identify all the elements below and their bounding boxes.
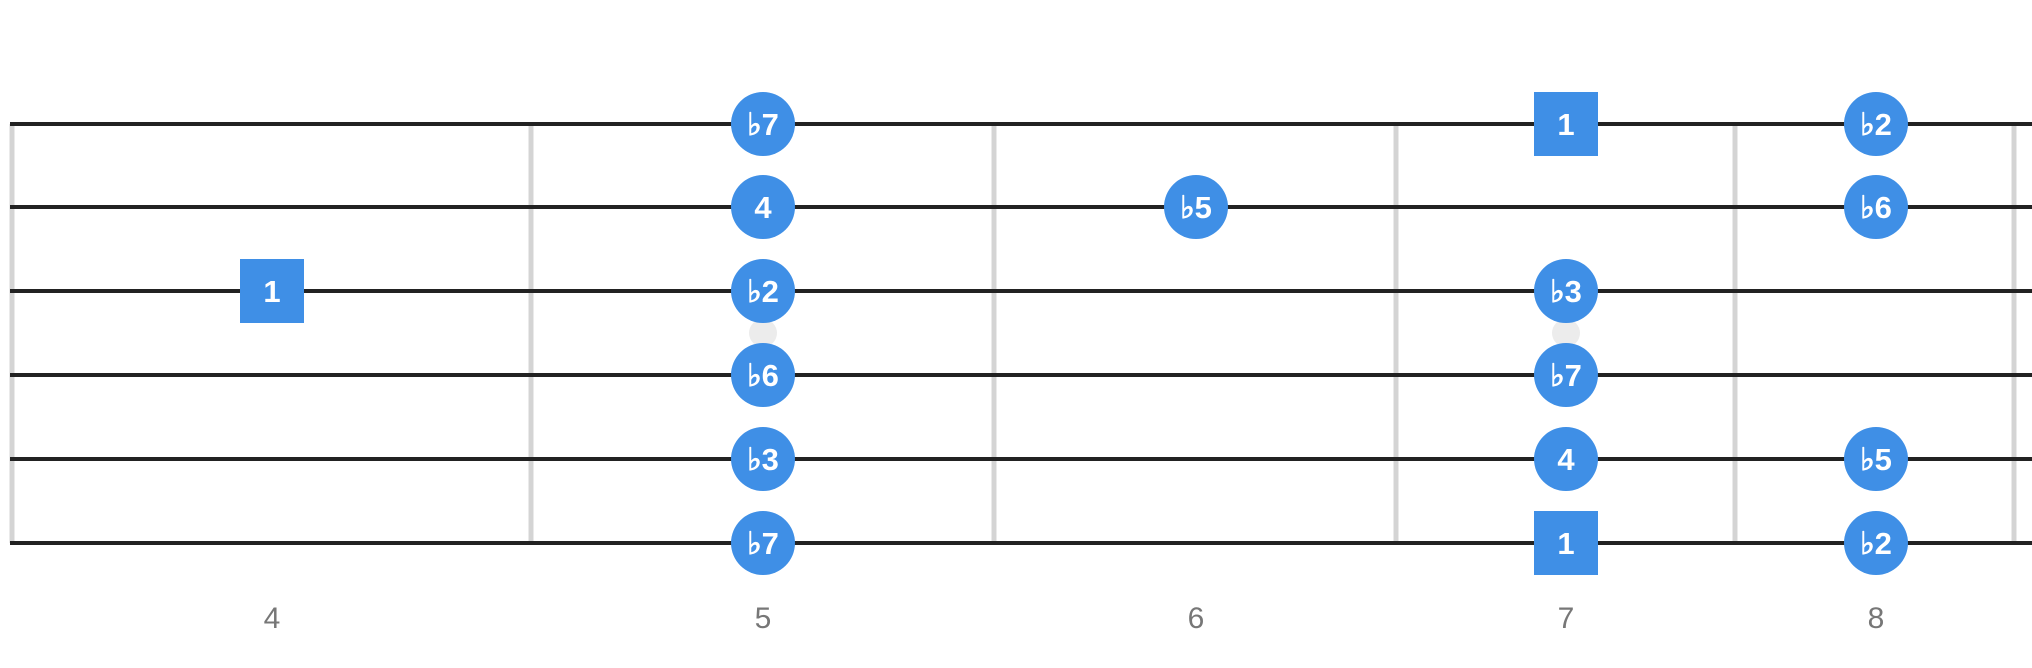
fret-inlay-dot	[1552, 319, 1580, 347]
note-label: 1	[1557, 526, 1574, 561]
note-label: ♭6	[1860, 190, 1892, 225]
string-line	[10, 457, 2032, 461]
note-circle	[1534, 343, 1598, 407]
note-label: ♭2	[1860, 107, 1892, 142]
note-circle	[1164, 175, 1228, 239]
scale-note: ♭6	[1844, 175, 1908, 239]
scale-note: 4	[1534, 427, 1598, 491]
scale-note: 1	[240, 259, 304, 323]
fret-line	[528, 124, 534, 543]
fret-number: 5	[755, 602, 772, 635]
scale-note: ♭3	[1534, 259, 1598, 323]
scale-note: 1	[1534, 511, 1598, 575]
note-circle	[1534, 427, 1598, 491]
note-label: 4	[754, 190, 772, 225]
fret-inlay-dot	[749, 319, 777, 347]
note-circle	[731, 175, 795, 239]
note-label: 4	[1557, 442, 1575, 477]
string-line	[10, 541, 2032, 545]
fret-line	[1732, 124, 1738, 543]
fret-line	[991, 124, 997, 543]
note-circle	[1844, 427, 1908, 491]
note-circle	[731, 259, 795, 323]
fret-line	[9, 124, 15, 543]
note-label: ♭7	[747, 526, 779, 561]
scale-note: ♭7	[1534, 343, 1598, 407]
note-label: ♭2	[1860, 526, 1892, 561]
note-label: ♭3	[1550, 274, 1582, 309]
note-circle	[1844, 175, 1908, 239]
scale-note: ♭5	[1164, 175, 1228, 239]
fret-number: 8	[1868, 602, 1885, 635]
note-label: ♭7	[747, 107, 779, 142]
scale-note: ♭7	[731, 92, 795, 156]
scale-note: ♭5	[1844, 427, 1908, 491]
string-line	[10, 289, 2032, 293]
root-note-square	[1534, 511, 1598, 575]
note-label: ♭5	[1180, 190, 1212, 225]
note-label: 1	[1557, 107, 1574, 142]
scale-note: ♭3	[731, 427, 795, 491]
scale-note: 4	[731, 175, 795, 239]
string-line	[10, 373, 2032, 377]
note-label: ♭3	[747, 442, 779, 477]
scale-note: 1	[1534, 92, 1598, 156]
note-circle	[1534, 259, 1598, 323]
note-label: ♭5	[1860, 442, 1892, 477]
fret-number: 6	[1188, 602, 1205, 635]
note-label: ♭2	[747, 274, 779, 309]
fret-line	[1393, 124, 1399, 543]
scale-note: ♭2	[1844, 92, 1908, 156]
fret-number: 7	[1558, 602, 1575, 635]
note-circle	[731, 92, 795, 156]
fret-line	[2011, 124, 2017, 543]
scale-note: ♭2	[1844, 511, 1908, 575]
note-circle	[731, 343, 795, 407]
root-note-square	[1534, 92, 1598, 156]
scale-note: ♭7	[731, 511, 795, 575]
note-circle	[1844, 511, 1908, 575]
root-note-square	[240, 259, 304, 323]
note-label: ♭6	[747, 358, 779, 393]
note-label: ♭7	[1550, 358, 1582, 393]
scale-note: ♭6	[731, 343, 795, 407]
scale-note: ♭2	[731, 259, 795, 323]
string-line	[10, 205, 2032, 209]
note-label: 1	[263, 274, 280, 309]
note-circle	[731, 511, 795, 575]
note-circle	[731, 427, 795, 491]
string-line	[10, 122, 2032, 126]
fret-number: 4	[264, 602, 281, 635]
note-circle	[1844, 92, 1908, 156]
